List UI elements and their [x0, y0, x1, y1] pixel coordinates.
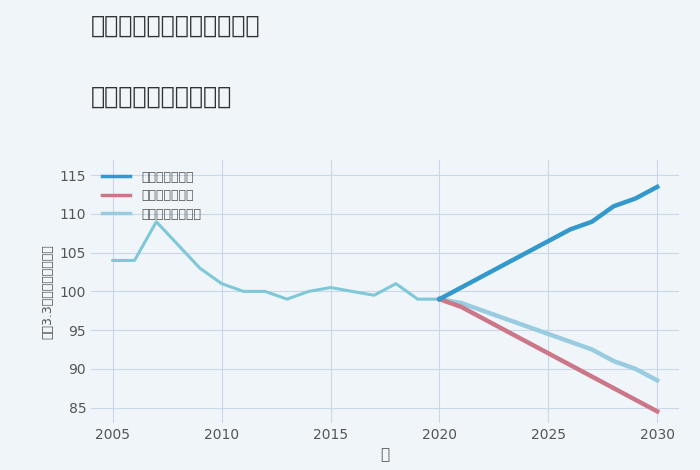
Legend: グッドシナリオ, バッドシナリオ, ノーマルシナリオ: グッドシナリオ, バッドシナリオ, ノーマルシナリオ: [98, 167, 205, 225]
X-axis label: 年: 年: [380, 447, 390, 462]
Text: 中古戸建ての価格推移: 中古戸建ての価格推移: [91, 85, 232, 109]
Y-axis label: 坪（3.3㎡）単価（万円）: 坪（3.3㎡）単価（万円）: [41, 244, 54, 339]
Text: 愛知県稲沢市平和町東城の: 愛知県稲沢市平和町東城の: [91, 14, 260, 38]
